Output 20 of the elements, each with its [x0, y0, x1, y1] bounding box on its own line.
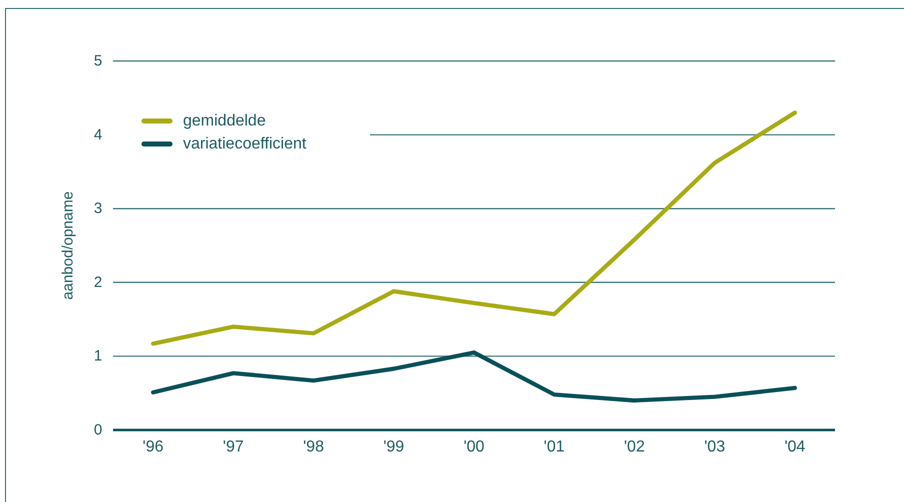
y-tick-label: 3: [94, 200, 102, 218]
legend-label: gemiddelde: [183, 112, 266, 130]
line-series: [151, 350, 797, 403]
x-tick-label: '98: [303, 438, 324, 456]
x-tick-label: '97: [222, 438, 244, 456]
x-tick-label: '00: [464, 438, 485, 456]
x-tick-label: '01: [544, 438, 565, 456]
x-tick-label: '02: [624, 438, 645, 456]
y-tick-label: 4: [94, 126, 102, 144]
y-tick-label: 5: [94, 52, 102, 70]
x-tick-label: '03: [704, 438, 726, 456]
x-tick-label: '96: [142, 438, 164, 456]
line-series: [151, 110, 797, 346]
y-tick-label: 1: [94, 348, 102, 365]
x-tick-label: '99: [383, 438, 404, 456]
legend-label: variatiecoefficient: [183, 136, 307, 152]
y-tick-label: 2: [94, 274, 102, 291]
x-tick-label: '04: [784, 438, 806, 456]
y-tick-label: 0: [94, 422, 102, 438]
y-axis-title: aanbod/opname: [60, 191, 76, 300]
